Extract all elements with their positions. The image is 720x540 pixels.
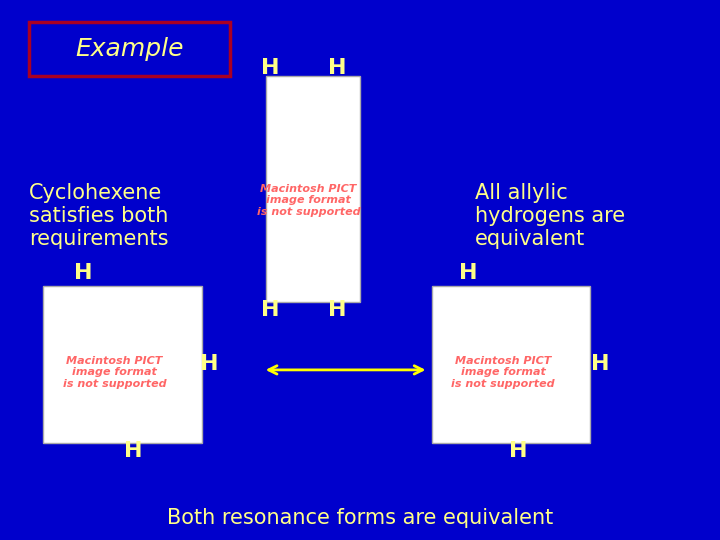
Bar <box>43 286 202 443</box>
Text: H: H <box>73 262 92 283</box>
Text: H: H <box>124 441 143 461</box>
Text: H: H <box>459 262 477 283</box>
Text: H: H <box>328 300 346 321</box>
Text: H: H <box>590 354 609 375</box>
Text: Macintosh PICT
image format
is not supported: Macintosh PICT image format is not suppo… <box>63 356 166 389</box>
Bar <box>29 22 230 76</box>
Text: H: H <box>328 57 346 78</box>
Text: H: H <box>199 354 218 375</box>
Bar <box>432 286 590 443</box>
Text: H: H <box>261 300 279 321</box>
Text: All allylic
hydrogens are
equivalent: All allylic hydrogens are equivalent <box>475 183 626 249</box>
Text: Both resonance forms are equivalent: Both resonance forms are equivalent <box>167 508 553 529</box>
Text: Cyclohexene
satisfies both
requirements: Cyclohexene satisfies both requirements <box>29 183 168 249</box>
Text: Macintosh PICT
image format
is not supported: Macintosh PICT image format is not suppo… <box>451 356 555 389</box>
Text: H: H <box>261 57 279 78</box>
Text: Macintosh PICT
image format
is not supported: Macintosh PICT image format is not suppo… <box>257 184 360 217</box>
Bar <box>266 76 360 302</box>
Text: Example: Example <box>76 37 184 60</box>
Text: H: H <box>509 441 528 461</box>
